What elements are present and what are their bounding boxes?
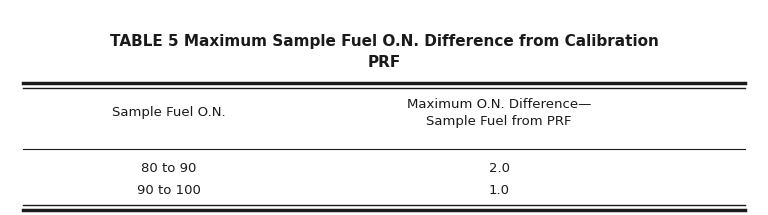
Text: 80 to 90: 80 to 90	[141, 162, 197, 175]
Text: 90 to 100: 90 to 100	[137, 184, 201, 197]
Text: 1.0: 1.0	[488, 184, 510, 197]
Text: Maximum O.N. Difference—
Sample Fuel from PRF: Maximum O.N. Difference— Sample Fuel fro…	[407, 98, 591, 128]
Text: Sample Fuel O.N.: Sample Fuel O.N.	[112, 106, 226, 119]
Text: 2.0: 2.0	[488, 162, 510, 175]
Text: TABLE 5 Maximum Sample Fuel O.N. Difference from Calibration
PRF: TABLE 5 Maximum Sample Fuel O.N. Differe…	[110, 34, 658, 70]
